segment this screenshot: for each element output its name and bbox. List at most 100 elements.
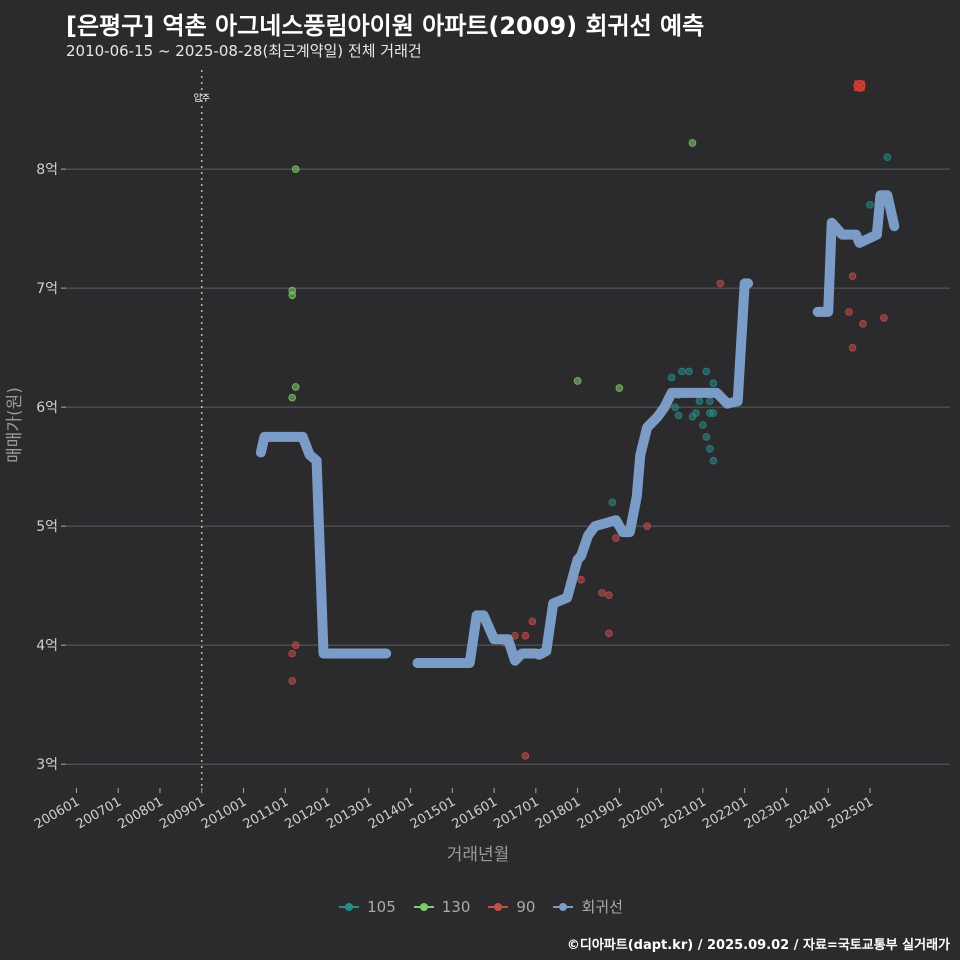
y-tick-label: 6억 [36,400,58,416]
data-point-90 [521,752,530,760]
x-tick-label: 202501 [825,794,875,832]
legend-label-105: 105 [367,897,396,916]
data-point-90 [288,677,297,685]
data-point-105 [685,367,693,376]
y-tick-label: 3억 [36,757,58,773]
x-tick-label: 201101 [241,794,291,832]
y-tick-label: 7억 [36,281,58,297]
legend-label-regression: 회귀선 [581,898,623,916]
legend-item-90[interactable]: 90 [486,896,535,917]
data-point-130 [688,139,697,147]
data-point-105 [709,456,718,465]
y-tick-label: 4억 [36,638,58,654]
data-point-90 [612,534,620,542]
x-tick-label: 200601 [32,794,82,832]
data-point-90 [528,617,537,626]
regression-segment [255,431,392,659]
data-point-130 [291,383,300,391]
data-point-90 [716,279,725,288]
grid-lines [66,168,950,765]
legend-item-regression[interactable]: 회귀선 [551,896,623,917]
data-point-105 [709,379,718,388]
legend-item-130[interactable]: 130 [412,896,471,917]
data-point-90 [577,575,585,584]
regression-segment [412,278,754,668]
data-point-105 [702,433,711,441]
data-point-105 [678,367,686,376]
data-point-105 [883,153,892,162]
data-point-130 [291,165,300,173]
data-point-130 [288,291,297,300]
x-tick-label: 201801 [533,794,583,832]
data-point-105 [667,373,676,382]
axes: 3억 4억 5억 6억 7억 8억 2006012007012008012009012010… [5,162,876,865]
latest-transaction-cross [853,80,866,92]
y-tick-label: 5억 [36,519,58,535]
data-point-90 [605,629,613,638]
legend-key-130 [412,898,436,916]
data-point-90 [605,591,613,599]
data-point-90 [288,649,297,658]
x-axis-label: 거래년월 [447,845,510,865]
data-point-105 [674,411,683,420]
legend-label-130: 130 [441,897,471,916]
data-point-105 [702,367,711,376]
x-tick-label: 200701 [74,794,124,832]
latest-transaction-marker [853,79,866,92]
data-point-90 [848,272,857,281]
data-point-90 [521,631,530,640]
data-point-105 [706,445,714,453]
source-caption: ©디아파트(dapt.kr) / 2025.09.02 / 자료=국토교통부 실… [566,938,950,953]
legend-key-90 [486,898,510,916]
regression-line [255,190,900,668]
x-tick-label: 201601 [450,794,500,832]
transaction-points [288,79,892,760]
x-tick-label: 202301 [742,794,792,832]
legend-key-105 [337,898,361,916]
x-tick-label: 200801 [115,794,165,832]
data-point-90 [511,631,519,640]
data-point-90 [598,589,606,597]
chart-title: [은평구] 역촌 아그네스풍림아이원 아파트(2009) 회귀선 예측 [66,12,705,40]
data-point-130 [288,393,297,402]
data-point-130 [615,384,624,392]
data-point-130 [573,377,582,385]
legend-label-90: 90 [516,897,536,916]
data-point-90 [848,343,857,352]
move-in-label: 입주 [193,92,210,104]
x-tick-label: 201401 [366,794,416,832]
x-tick-label: 202001 [617,794,667,832]
y-axis-label: 매매가(원) [5,387,25,463]
data-point-90 [643,522,652,530]
chart-subtitle: 2010-06-15 ~ 2025-08-28(최근계약일) 전체 거래건 [66,42,422,60]
x-tick-label: 201501 [408,794,458,832]
data-point-105 [671,403,679,411]
x-tick-label: 202201 [700,794,750,832]
data-point-105 [692,409,700,417]
x-tick-label: 201701 [491,794,541,832]
data-point-105 [709,409,718,417]
data-point-105 [608,498,617,507]
data-point-105 [695,397,704,405]
data-point-90 [845,308,853,316]
data-point-90 [880,314,888,322]
x-tick-label: 202101 [658,794,708,832]
legend: 105 130 90 회귀선 [0,896,960,917]
x-tick-label: 201301 [324,794,374,832]
x-tick-label: 201901 [575,794,625,832]
data-point-105 [699,421,707,429]
regression-segment [812,190,900,317]
x-tick-label: 201201 [283,794,333,832]
x-tick-label: 202401 [784,794,834,832]
legend-key-regression [551,898,575,916]
y-tick-label: 8억 [36,162,58,178]
data-point-105 [706,397,714,405]
data-point-90 [859,320,867,328]
legend-item-105[interactable]: 105 [337,896,396,917]
data-point-90 [291,641,300,649]
x-tick-label: 201001 [199,794,249,832]
x-tick-label: 200901 [157,794,207,832]
move-in-annotation: 입주 [193,70,210,788]
data-point-105 [866,201,874,209]
